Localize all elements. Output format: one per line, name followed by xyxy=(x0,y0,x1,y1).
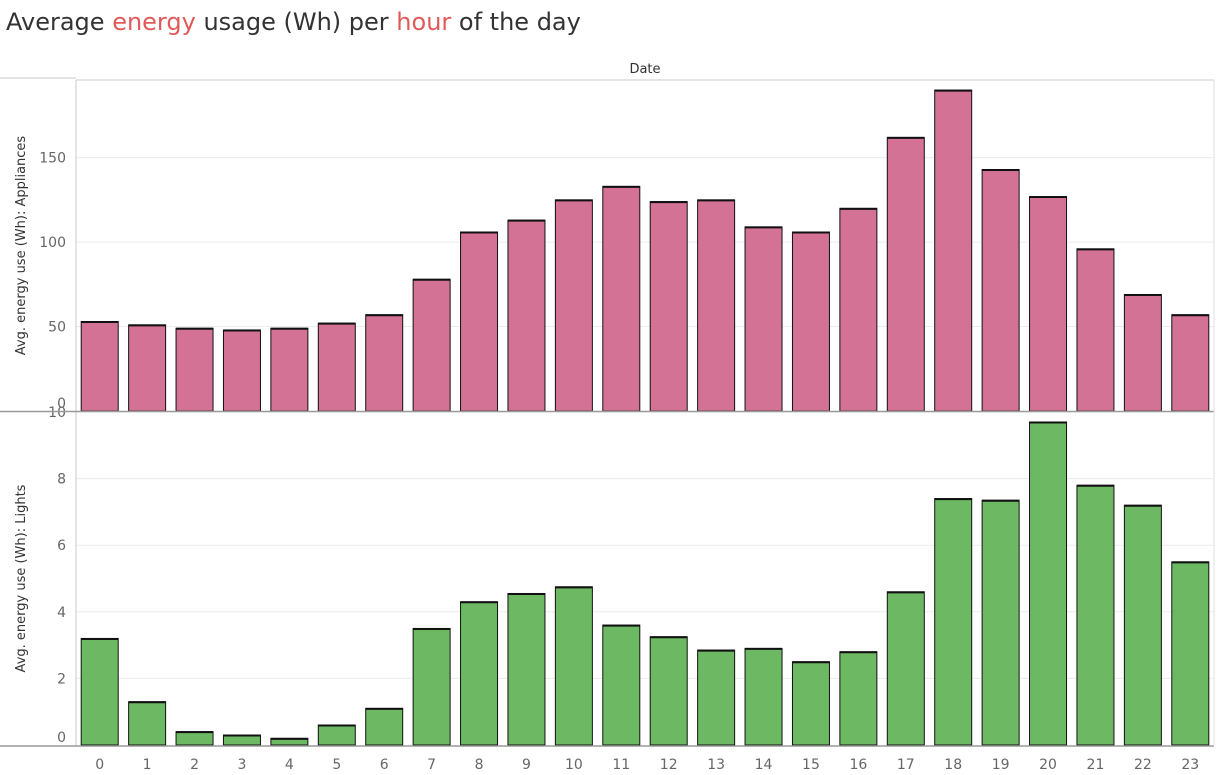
lights-y-axis-title: Avg. energy use (Wh): Lights xyxy=(14,484,29,672)
lights-bar[interactable] xyxy=(791,661,830,746)
x-tick-label: 10 xyxy=(565,757,583,773)
x-tick-label: 0 xyxy=(95,757,104,773)
lights-y-tick-label: 6 xyxy=(57,538,66,554)
column-header-date: Date xyxy=(629,62,660,77)
x-tick-label: 3 xyxy=(237,757,246,773)
title-highlight-energy: energy xyxy=(112,8,196,36)
appliances-bar[interactable] xyxy=(412,278,451,412)
appliances-bar[interactable] xyxy=(934,89,973,412)
lights-bar[interactable] xyxy=(886,591,925,746)
lights-bar[interactable] xyxy=(175,731,214,746)
x-tick-label: 21 xyxy=(1087,757,1105,773)
appliances-bar[interactable] xyxy=(270,327,309,412)
x-tick-label: 17 xyxy=(897,757,915,773)
title-part-1: Average xyxy=(6,8,113,36)
x-tick-label: 6 xyxy=(380,757,389,773)
appliances-bar[interactable] xyxy=(128,324,167,412)
lights-bar[interactable] xyxy=(80,637,119,746)
lights-y-tick-label: 2 xyxy=(57,671,66,687)
appliances-bar[interactable] xyxy=(1123,293,1162,412)
appliances-bar[interactable] xyxy=(80,320,119,412)
lights-bar[interactable] xyxy=(602,624,641,746)
appliances-y-tick-label: 100 xyxy=(39,235,66,251)
x-tick-label: 2 xyxy=(190,757,199,773)
lights-y-tick-label: 10 xyxy=(48,405,66,421)
x-tick-label: 23 xyxy=(1181,757,1199,773)
appliances-bar[interactable] xyxy=(1076,248,1115,412)
appliances-panel: 0 50 100 150 Avg. energy use (Wh): Appliance… xyxy=(14,89,1214,412)
lights-y-tick-label: 0 xyxy=(57,730,66,746)
x-tick-label: 15 xyxy=(802,757,820,773)
lights-bar[interactable] xyxy=(697,649,736,746)
lights-y-tick-label: 4 xyxy=(57,605,66,621)
lights-bar[interactable] xyxy=(839,651,878,746)
lights-bar[interactable] xyxy=(649,636,688,746)
lights-bar[interactable] xyxy=(744,647,783,746)
lights-bar[interactable] xyxy=(317,724,356,746)
x-tick-label: 12 xyxy=(660,757,678,773)
lights-bar[interactable] xyxy=(365,707,404,746)
panel-frame: Date xyxy=(0,62,1215,747)
appliances-y-axis-title: Avg. energy use (Wh): Appliances xyxy=(14,136,29,356)
lights-y-tick-label: 8 xyxy=(57,472,66,488)
x-tick-label: 22 xyxy=(1134,757,1152,773)
x-tick-label: 18 xyxy=(944,757,962,773)
appliances-bar[interactable] xyxy=(460,231,499,412)
lights-bar[interactable] xyxy=(1076,484,1115,746)
x-tick-label: 1 xyxy=(143,757,152,773)
lights-bar[interactable] xyxy=(128,701,167,746)
appliances-bar[interactable] xyxy=(507,219,546,412)
appliances-bar[interactable] xyxy=(1171,314,1210,412)
lights-bar[interactable] xyxy=(934,498,973,746)
appliances-bar[interactable] xyxy=(791,231,830,412)
lights-bar[interactable] xyxy=(460,601,499,746)
lights-bar[interactable] xyxy=(981,499,1020,746)
x-tick-label: 7 xyxy=(427,757,436,773)
x-axis: 0 1 2 3 4 5 6 7 8 9 10 11 12 13 14 15 16 17 18 19 20 21 22 23 xyxy=(95,757,1199,773)
appliances-bar[interactable] xyxy=(602,185,641,412)
lights-bar[interactable] xyxy=(1123,504,1162,746)
appliances-bar[interactable] xyxy=(1029,196,1068,412)
lights-bar[interactable] xyxy=(507,592,546,746)
title-part-2: usage (Wh) per xyxy=(195,8,397,36)
title-highlight-hour: hour xyxy=(396,8,452,36)
x-tick-label: 16 xyxy=(849,757,867,773)
appliances-bar[interactable] xyxy=(175,327,214,412)
lights-bar[interactable] xyxy=(412,627,451,746)
appliances-bar[interactable] xyxy=(744,226,783,412)
lights-panel: 0 2 4 6 8 10 Avg. energy use (Wh): Lights xyxy=(14,405,1214,746)
x-tick-label: 19 xyxy=(992,757,1010,773)
chart-title: Average energy usage (Wh) per hour of th… xyxy=(6,8,581,36)
lights-bar[interactable] xyxy=(1029,421,1068,746)
title-part-3: of the day xyxy=(451,8,581,36)
x-tick-label: 9 xyxy=(522,757,531,773)
appliances-bar[interactable] xyxy=(839,207,878,412)
appliances-y-tick-label: 50 xyxy=(48,320,66,336)
appliances-bar[interactable] xyxy=(697,199,736,412)
appliances-bar[interactable] xyxy=(365,314,404,412)
x-tick-label: 11 xyxy=(612,757,630,773)
appliances-bar[interactable] xyxy=(317,322,356,412)
appliances-bar[interactable] xyxy=(222,329,261,412)
x-tick-label: 8 xyxy=(475,757,484,773)
appliances-y-tick-label: 150 xyxy=(39,151,66,167)
x-tick-label: 14 xyxy=(755,757,773,773)
lights-bar[interactable] xyxy=(1171,561,1210,746)
x-tick-label: 20 xyxy=(1039,757,1057,773)
appliances-bar[interactable] xyxy=(886,136,925,412)
x-tick-label: 5 xyxy=(332,757,341,773)
x-tick-label: 4 xyxy=(285,757,294,773)
appliances-y-tick-label: 0 xyxy=(57,396,66,412)
x-tick-label: 13 xyxy=(707,757,725,773)
appliances-bar[interactable] xyxy=(981,169,1020,412)
appliances-bar[interactable] xyxy=(649,201,688,412)
appliances-bar[interactable] xyxy=(554,199,593,412)
lights-bar[interactable] xyxy=(554,586,593,746)
